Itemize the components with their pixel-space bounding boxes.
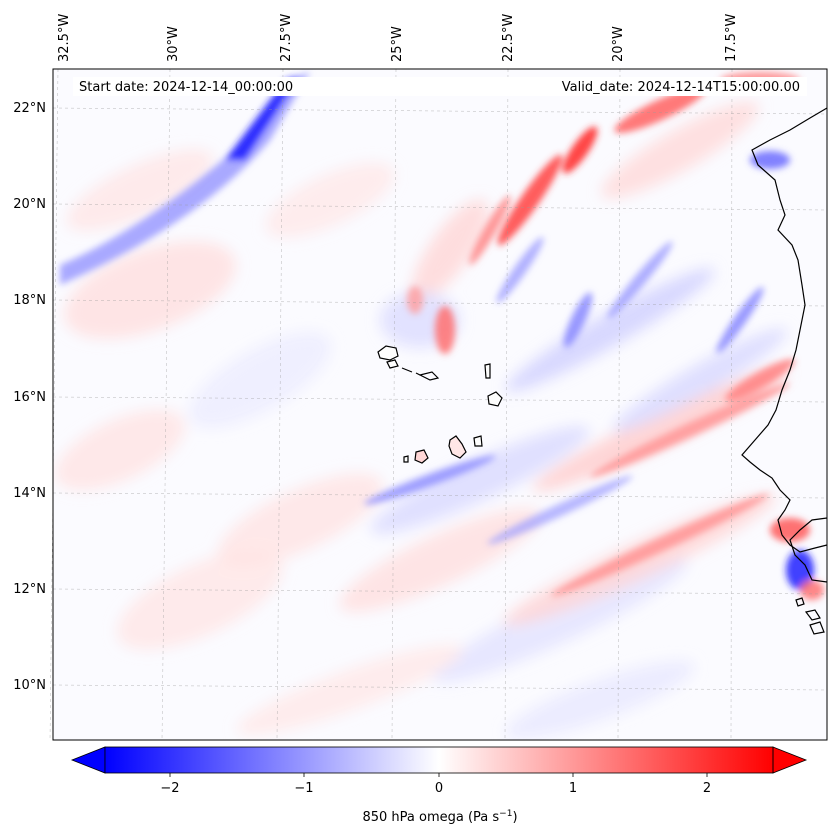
- island-santiago: [448, 435, 467, 459]
- colorbar-high-extend: [772, 746, 808, 774]
- longitude-label: 25°W: [390, 26, 405, 62]
- colorbar-tick-label: 0: [435, 781, 443, 796]
- latitude-label: 14°N: [13, 486, 46, 501]
- map-frame: [52, 68, 828, 741]
- island-sao-vicente: [386, 359, 399, 369]
- colorbar-label-main: 850 hPa omega (Pa s: [362, 810, 499, 825]
- date-banner: [73, 77, 807, 96]
- valid-date-label: Valid_date: 2024-12-14T15:00:00.00: [562, 80, 800, 95]
- colorbar-tick-label: −1: [294, 781, 313, 796]
- colorbar-tick-label: 2: [703, 781, 711, 796]
- latitude-label: 18°N: [13, 293, 46, 308]
- longitude-label: 30°W: [166, 26, 181, 62]
- latitude-label: 16°N: [13, 390, 46, 405]
- latitude-labels: 22°N 20°N 18°N 16°N 14°N 12°N 10°N: [13, 101, 46, 693]
- africa-coastline: [741, 107, 828, 553]
- island-maio: [473, 435, 483, 447]
- west-africa-estuaries: [789, 517, 828, 583]
- longitude-label: 20°W: [611, 26, 626, 62]
- colorbar-tick-label: 1: [569, 781, 577, 796]
- latitude-label: 10°N: [13, 678, 46, 693]
- latitude-label: 20°N: [13, 197, 46, 212]
- longitude-label: 22.5°W: [501, 14, 516, 62]
- start-date-label: Start date: 2024-12-14_00:00:00: [79, 80, 293, 95]
- island-fogo: [414, 449, 429, 464]
- colorbar-tick-labels: −2 −1 0 1 2: [160, 781, 711, 796]
- island-brava: [403, 455, 409, 463]
- colorbar-low-extend: [70, 746, 106, 774]
- map-panel: Start date: 2024-12-14_00:00:00 Valid_da…: [49, 68, 828, 741]
- colorbar-gradient: [105, 747, 773, 773]
- latitude-label: 12°N: [13, 582, 46, 597]
- longitude-labels: 32.5°W 30°W 27.5°W 25°W 22.5°W 20°W 17.5…: [57, 14, 739, 62]
- island-sal: [484, 363, 491, 379]
- colorbar-label: 850 hPa omega (Pa s−1): [362, 809, 517, 825]
- bissagos-islands: [795, 597, 825, 635]
- colorbar-ticks: [169, 773, 708, 777]
- latitude-label: 22°N: [13, 101, 46, 116]
- longitude-label: 32.5°W: [57, 14, 72, 62]
- island-boa-vista: [487, 391, 503, 407]
- longitude-label: 27.5°W: [279, 14, 294, 62]
- colorbar-label-superscript: −1: [499, 809, 512, 819]
- island-boa-vista-small: [418, 371, 440, 381]
- island-santo-antao: [377, 345, 399, 361]
- colorbar: −2 −1 0 1 2 850 hPa omega (Pa s−1): [70, 746, 808, 825]
- colorbar-tick-label: −2: [160, 781, 179, 796]
- colorbar-label-end: ): [512, 810, 517, 825]
- gridlines: [49, 68, 828, 741]
- longitude-label: 17.5°W: [724, 14, 739, 62]
- coastlines: [377, 107, 828, 635]
